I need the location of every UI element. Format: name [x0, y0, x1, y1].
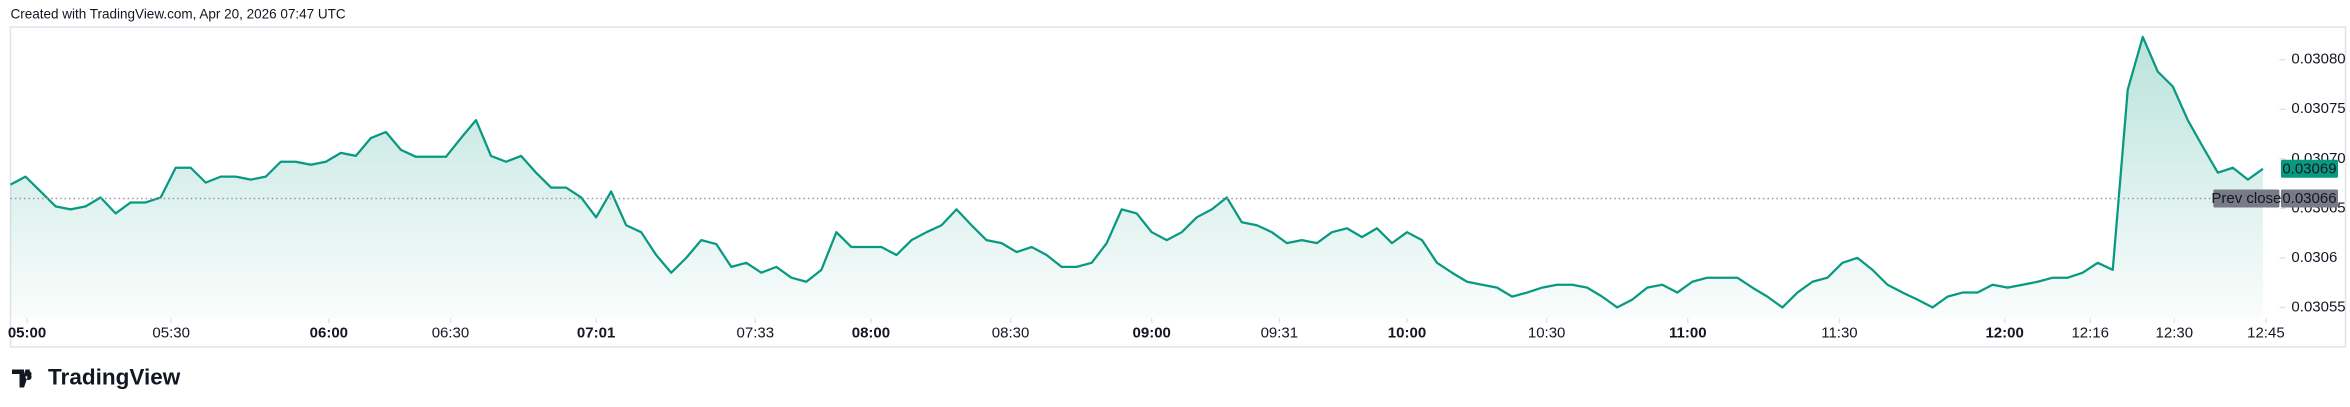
x-tick-label: 10:30 [1528, 324, 1566, 341]
x-tick-label: 12:00 [1985, 324, 2023, 341]
area [10, 36, 2263, 319]
prev-close-value: 0.03066 [2282, 190, 2336, 207]
x-tick-label: 11:30 [1821, 324, 1857, 341]
x-tick-label: 12:30 [2156, 324, 2194, 341]
x-tick-label: 12:45 [2247, 324, 2285, 341]
x-tick-label: 10:00 [1388, 324, 1426, 341]
x-tick-label: 07:33 [737, 324, 775, 341]
x-tick-label: 11:00 [1669, 324, 1707, 341]
x-tick-label: 09:00 [1133, 324, 1171, 341]
last-price-label: 0.03069 [2282, 160, 2336, 177]
x-tick-label: 06:30 [432, 324, 470, 341]
prev-close-label: Prev close [2211, 190, 2281, 207]
price-line [9, 35, 2264, 309]
x-tick-label: 06:00 [310, 324, 348, 341]
logo [12, 369, 32, 388]
header-text: Created with TradingView.com, Apr 20, 20… [11, 7, 346, 22]
y-tick-label: 0.03055 [2291, 298, 2345, 315]
x-tick-label: 05:30 [152, 324, 190, 341]
y-tick-label: 0.03075 [2291, 100, 2345, 117]
x-tick-label: 05:00 [8, 324, 46, 341]
brand: TradingView [48, 364, 181, 389]
y-tick-label: 0.0306 [2291, 249, 2337, 266]
prev-close-value-tag [2280, 189, 2338, 208]
x-tick-label: 09:31 [1261, 324, 1299, 341]
x-tick-label: 08:30 [992, 324, 1030, 341]
x-tick-label: 08:00 [852, 324, 890, 341]
x-tick-label: 07:01 [577, 324, 615, 341]
last-price-tag [2280, 159, 2338, 178]
prev-close-tag [2213, 189, 2280, 208]
y-tick-label: 0.03080 [2291, 51, 2345, 68]
x-tick-label: 12:16 [2071, 324, 2109, 341]
